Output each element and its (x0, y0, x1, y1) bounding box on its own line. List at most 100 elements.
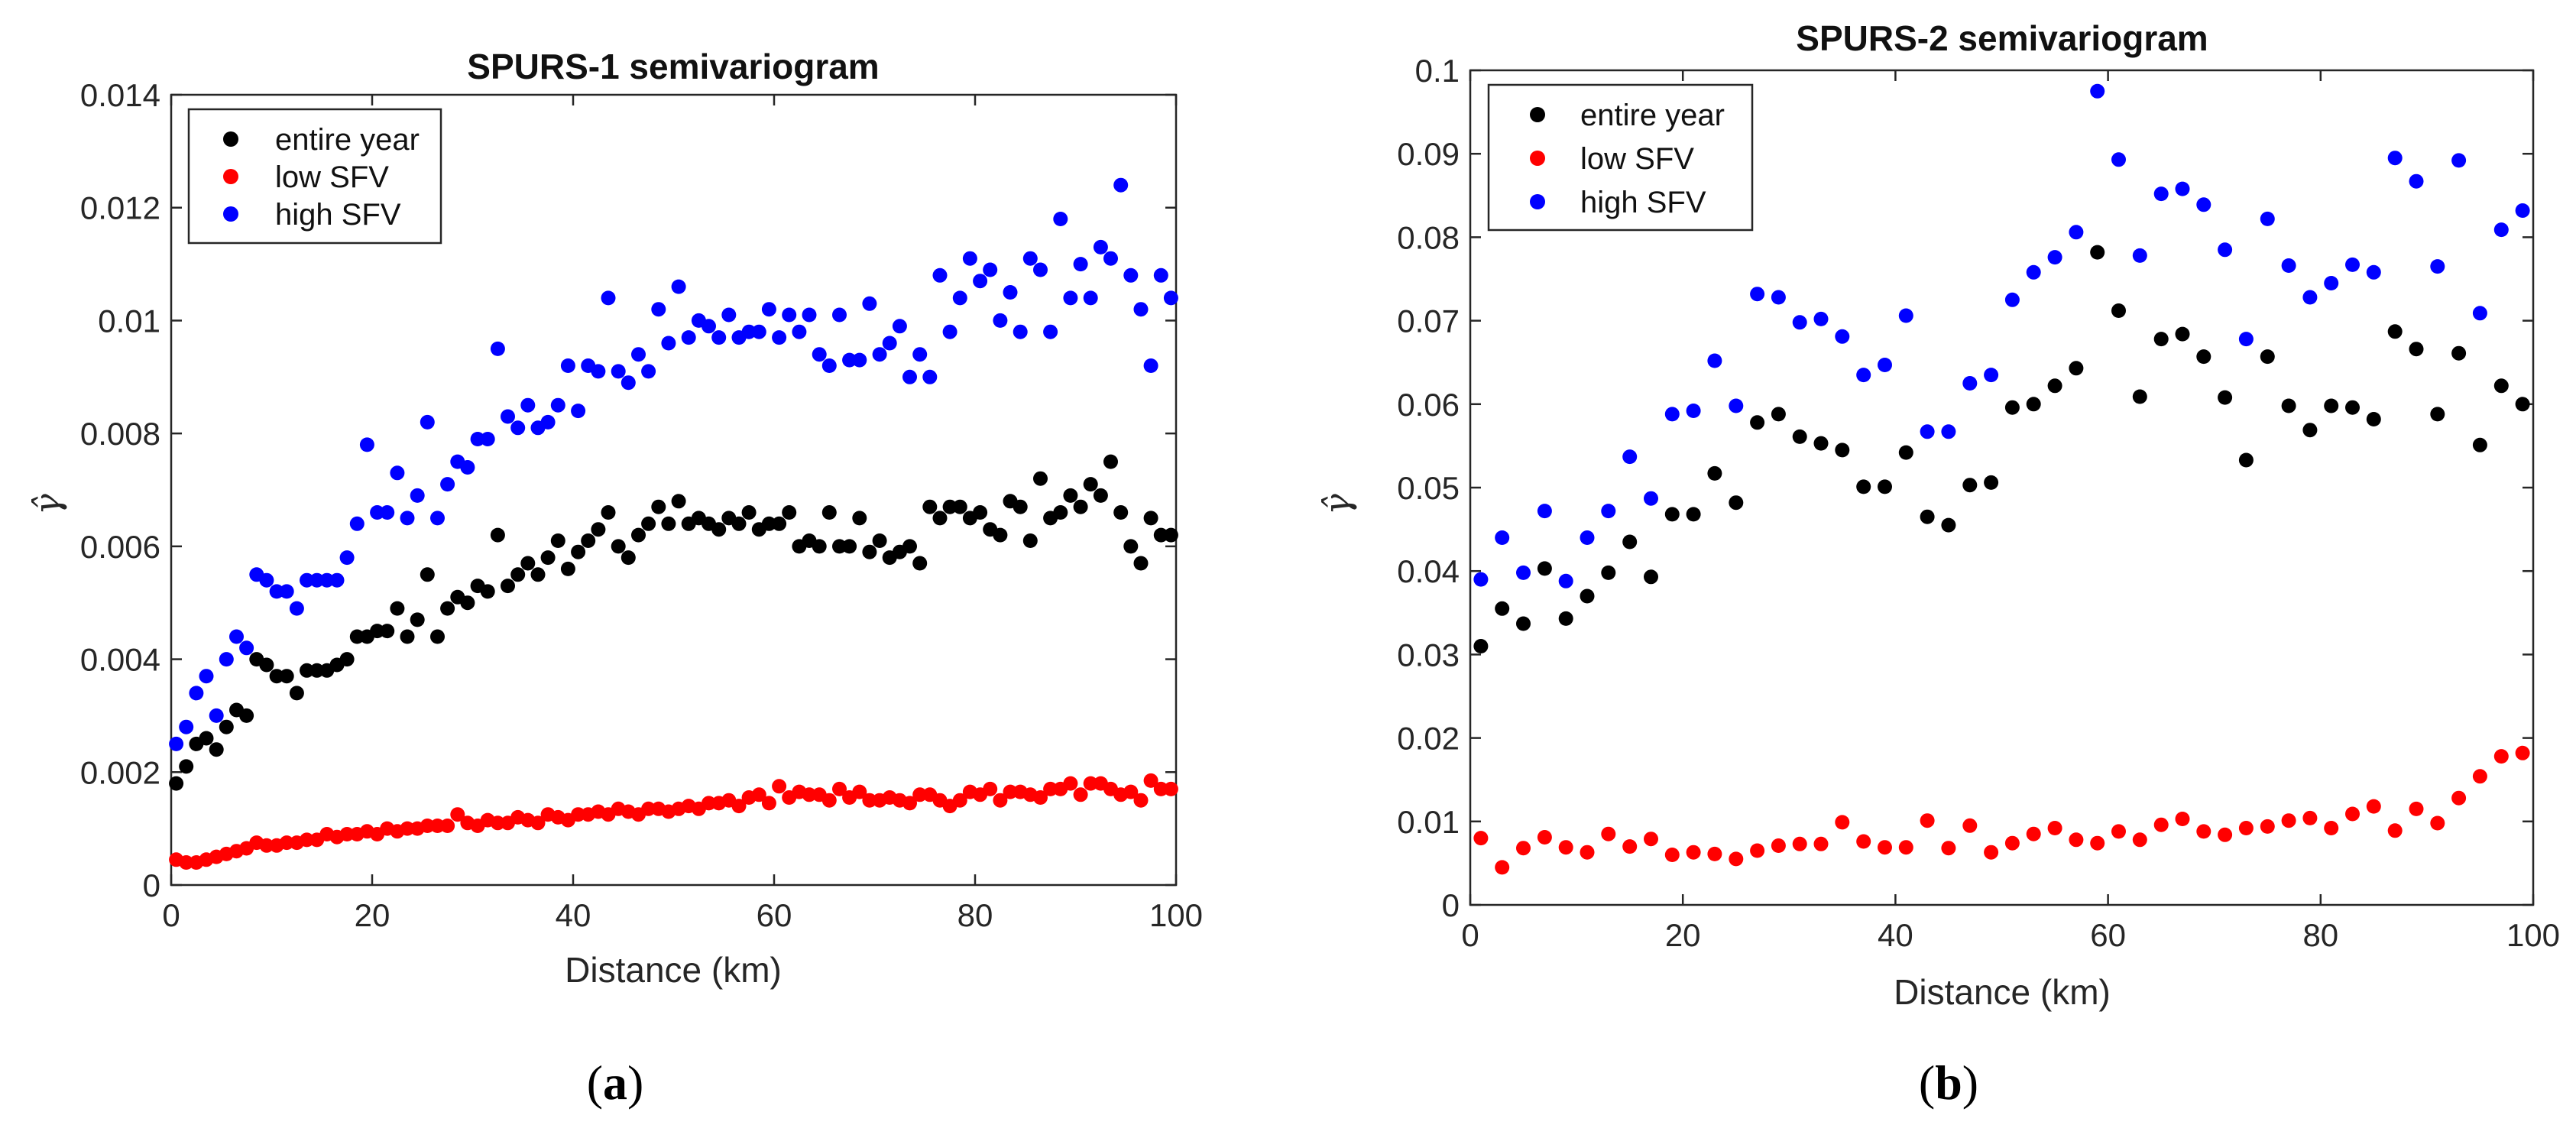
point-low-sfv (1792, 836, 1807, 851)
point-low-sfv (1962, 818, 1978, 833)
point-low-sfv (1558, 840, 1573, 855)
point-high-sfv (641, 364, 656, 379)
point-low-sfv (912, 787, 928, 802)
point-entire-year (1601, 565, 1616, 580)
point-high-sfv (1898, 308, 1913, 323)
point-high-sfv (842, 352, 857, 368)
x-tick-label: 0 (162, 897, 180, 933)
point-entire-year (300, 663, 314, 678)
point-high-sfv (1153, 267, 1168, 283)
point-high-sfv (560, 358, 575, 373)
point-high-sfv (2175, 181, 2190, 196)
point-entire-year (2175, 326, 2190, 342)
point-high-sfv (219, 652, 234, 667)
chart-title: SPURS-1 semivariogram (467, 47, 879, 86)
point-high-sfv (671, 279, 686, 294)
point-high-sfv (2472, 306, 2487, 321)
point-high-sfv (1033, 262, 1048, 277)
series-entire-year (1473, 245, 2530, 653)
point-high-sfv (912, 347, 928, 362)
point-low-sfv (2409, 801, 2424, 816)
point-entire-year (2218, 390, 2233, 405)
point-entire-year (782, 505, 797, 520)
point-high-sfv (1516, 565, 1531, 580)
point-entire-year (540, 550, 556, 566)
point-entire-year (269, 669, 284, 684)
point-entire-year (199, 731, 214, 746)
point-low-sfv (2366, 799, 2381, 814)
point-low-sfv (1729, 851, 1744, 867)
point-high-sfv (400, 511, 415, 526)
legend-marker-low-sfv (223, 169, 238, 184)
y-axis-label: γ̂ (27, 494, 68, 515)
point-entire-year (1898, 445, 1913, 460)
point-entire-year (1053, 505, 1068, 520)
point-high-sfv (1707, 353, 1722, 368)
point-high-sfv (1878, 358, 1892, 372)
point-high-sfv (1962, 376, 1978, 391)
point-high-sfv (470, 432, 485, 446)
point-entire-year (410, 612, 425, 627)
point-entire-year (2472, 437, 2487, 452)
point-entire-year (1856, 479, 1871, 494)
x-tick-label: 60 (2090, 917, 2126, 953)
point-low-sfv (952, 793, 967, 808)
point-high-sfv (1813, 311, 1829, 326)
point-entire-year (2387, 324, 2403, 339)
point-high-sfv (390, 465, 405, 481)
point-high-sfv (792, 324, 807, 339)
point-entire-year (400, 629, 415, 644)
point-low-sfv (2281, 813, 2296, 828)
point-low-sfv (641, 801, 656, 816)
point-low-sfv (2472, 769, 2487, 784)
point-low-sfv (1898, 840, 1913, 855)
point-entire-year (862, 544, 877, 559)
point-high-sfv (319, 572, 335, 588)
point-entire-year (2324, 398, 2339, 413)
point-high-sfv (169, 736, 184, 751)
y-tick-label: 0.05 (1397, 470, 1460, 506)
point-high-sfv (973, 274, 988, 289)
legend-label-low-sfv: low SFV (275, 160, 389, 194)
point-entire-year (973, 505, 988, 520)
point-entire-year (1153, 527, 1168, 543)
point-entire-year (490, 527, 505, 543)
x-axis: 0 20 40 60 80 100 (1461, 70, 2560, 953)
y-tick-label: 0.09 (1397, 136, 1460, 172)
point-entire-year (661, 516, 676, 531)
point-high-sfv (782, 307, 797, 323)
point-entire-year (842, 539, 857, 554)
point-low-sfv (2218, 827, 2233, 842)
series-entire-year (169, 454, 1178, 791)
point-entire-year (2069, 361, 2084, 376)
point-entire-year (380, 624, 395, 639)
chart-spurs2: SPURS-2 semivariogram 00.010.020.030.040… (1317, 18, 2560, 1110)
y-tick-label: 0.06 (1397, 387, 1460, 423)
point-high-sfv (751, 324, 766, 339)
point-high-sfv (2260, 211, 2275, 226)
y-tick-label: 0.01 (98, 303, 160, 339)
x-tick-label: 20 (1665, 917, 1701, 953)
chart-title: SPURS-2 semivariogram (1796, 18, 2208, 58)
point-low-sfv (1664, 848, 1680, 862)
point-entire-year (2026, 397, 2041, 412)
point-low-sfv (2196, 824, 2211, 839)
point-low-sfv (1813, 836, 1829, 851)
point-low-sfv (802, 787, 817, 802)
point-low-sfv (571, 807, 586, 822)
point-high-sfv (1601, 504, 1616, 519)
point-high-sfv (440, 477, 455, 492)
point-entire-year (259, 657, 274, 673)
point-low-sfv (2090, 835, 2105, 851)
point-high-sfv (1022, 251, 1038, 266)
point-high-sfv (601, 290, 616, 306)
point-high-sfv (2004, 292, 2020, 307)
point-high-sfv (1123, 267, 1139, 283)
legend: entire year low SFV high SFV (1487, 83, 1754, 232)
x-tick-label: 100 (1149, 897, 1203, 933)
point-low-sfv (731, 799, 747, 814)
point-low-sfv (821, 793, 837, 808)
legend-label-high-sfv: high SFV (275, 198, 401, 232)
point-entire-year (1013, 499, 1028, 514)
